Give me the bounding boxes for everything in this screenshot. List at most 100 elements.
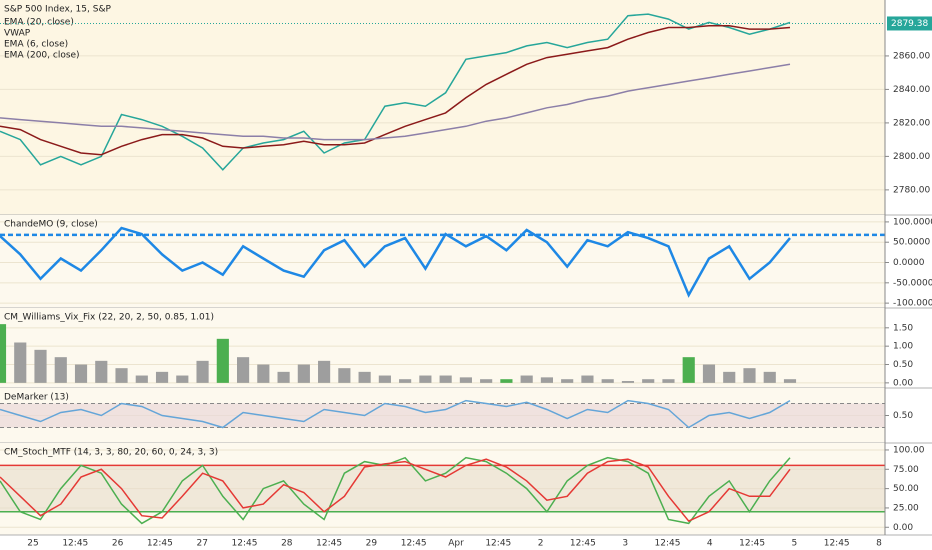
- bar: [318, 360, 331, 383]
- bar: [358, 371, 371, 383]
- bar: [642, 379, 655, 383]
- series-line: [0, 13, 791, 171]
- panel-title: S&P 500 Index, 15, S&P: [4, 5, 111, 15]
- bar: [338, 368, 351, 383]
- y-tick-label: -100.0000: [893, 299, 932, 309]
- y-tick-label: 0.50: [893, 360, 913, 370]
- series-line: [0, 458, 791, 523]
- bar: [176, 375, 189, 383]
- bar: [237, 357, 250, 383]
- legend-entry: EMA (6, close): [4, 40, 68, 50]
- bar: [399, 379, 412, 383]
- y-tick-label: 1.00: [893, 342, 913, 352]
- panel-bg: [0, 215, 885, 308]
- panel-bg: [0, 0, 885, 215]
- y-tick-label: 0.50: [893, 411, 913, 421]
- bar: [95, 360, 108, 383]
- bar: [480, 379, 493, 383]
- x-tick-label: 12:45: [485, 539, 511, 549]
- bar: [621, 381, 635, 383]
- bar: [743, 368, 756, 383]
- bar: [54, 357, 67, 383]
- x-tick-label: 3: [622, 539, 628, 549]
- bar: [561, 379, 574, 383]
- bar: [378, 375, 391, 383]
- legend-entry: EMA (200, close): [4, 51, 80, 61]
- bar: [439, 375, 452, 383]
- bar: [196, 360, 209, 383]
- legend-entry: VWAP: [4, 29, 31, 39]
- x-tick-label: 12:45: [232, 539, 258, 549]
- bar: [763, 371, 776, 383]
- band: [0, 465, 885, 512]
- series-line: [0, 226, 791, 298]
- x-tick-label: 5: [792, 539, 798, 549]
- bar: [135, 375, 148, 383]
- x-tick-label: 2: [538, 539, 544, 549]
- x-tick-label: 12:45: [570, 539, 596, 549]
- panel-title: ChandeMO (9, close): [4, 220, 98, 230]
- x-tick-label: Apr: [448, 539, 464, 549]
- x-tick-label: 27: [196, 539, 207, 549]
- series-line: [0, 25, 791, 156]
- bar: [115, 368, 128, 383]
- bar: [783, 379, 797, 383]
- bar: [682, 357, 695, 383]
- bar: [601, 379, 614, 383]
- bar: [723, 371, 736, 383]
- y-tick-label: 0.0000: [893, 258, 925, 268]
- bar: [500, 379, 513, 383]
- x-tick-label: 12:45: [824, 539, 850, 549]
- band: [0, 403, 885, 428]
- bar: [257, 364, 270, 383]
- y-tick-label: 25.00: [893, 503, 919, 513]
- bar: [14, 342, 27, 383]
- bar: [216, 338, 229, 383]
- x-tick-label: 12:45: [739, 539, 765, 549]
- bar: [540, 377, 553, 383]
- bar: [662, 379, 675, 383]
- panel-title: CM_Williams_Vix_Fix (22, 20, 2, 50, 0.85…: [4, 313, 214, 323]
- y-tick-label: 100.00: [893, 445, 925, 455]
- bar: [459, 377, 472, 383]
- panel-title: DeMarker (13): [4, 393, 69, 403]
- series-line: [0, 63, 791, 141]
- y-tick-label: 0.00: [893, 378, 913, 388]
- x-tick-label: 4: [707, 539, 713, 549]
- x-tick-label: 29: [366, 539, 378, 549]
- x-tick-label: 26: [112, 539, 124, 549]
- series-line: [0, 456, 791, 525]
- y-tick-label: 0.00: [893, 523, 913, 533]
- y-tick-label: 2860.00: [893, 51, 930, 61]
- y-tick-label: 75.00: [893, 465, 919, 475]
- panel-title: CM_Stoch_MTF (14, 3, 3, 80, 20, 60, 0, 2…: [4, 448, 218, 458]
- y-tick-label: 2820.00: [893, 118, 930, 128]
- y-tick-label: -50.0000: [893, 278, 932, 288]
- x-tick-label: 25: [27, 539, 38, 549]
- y-tick-label: 2800.00: [893, 152, 930, 162]
- y-tick-label: 50.00: [893, 484, 919, 494]
- x-tick-label: 12:45: [316, 539, 342, 549]
- x-tick-label: 28: [281, 539, 293, 549]
- x-tick-label: 8: [876, 539, 882, 549]
- bar: [581, 375, 594, 383]
- bar: [277, 371, 290, 383]
- x-tick-label: 12:45: [655, 539, 681, 549]
- bar: [74, 364, 88, 383]
- bar: [155, 371, 169, 383]
- series-line: [0, 399, 791, 429]
- y-tick-label: 2840.00: [893, 85, 930, 95]
- y-tick-label: 100.0000: [893, 217, 932, 227]
- x-tick-label: 12:45: [147, 539, 173, 549]
- last-price-label: 2879.38: [891, 19, 928, 29]
- x-tick-label: 12:45: [62, 539, 88, 549]
- bar: [419, 375, 432, 383]
- y-tick-label: 1.50: [893, 323, 913, 333]
- bar: [702, 364, 716, 383]
- bar: [297, 364, 310, 383]
- bar: [0, 324, 7, 383]
- bar: [34, 349, 47, 383]
- x-tick-label: 12:45: [401, 539, 427, 549]
- last-price-tag: [887, 16, 932, 31]
